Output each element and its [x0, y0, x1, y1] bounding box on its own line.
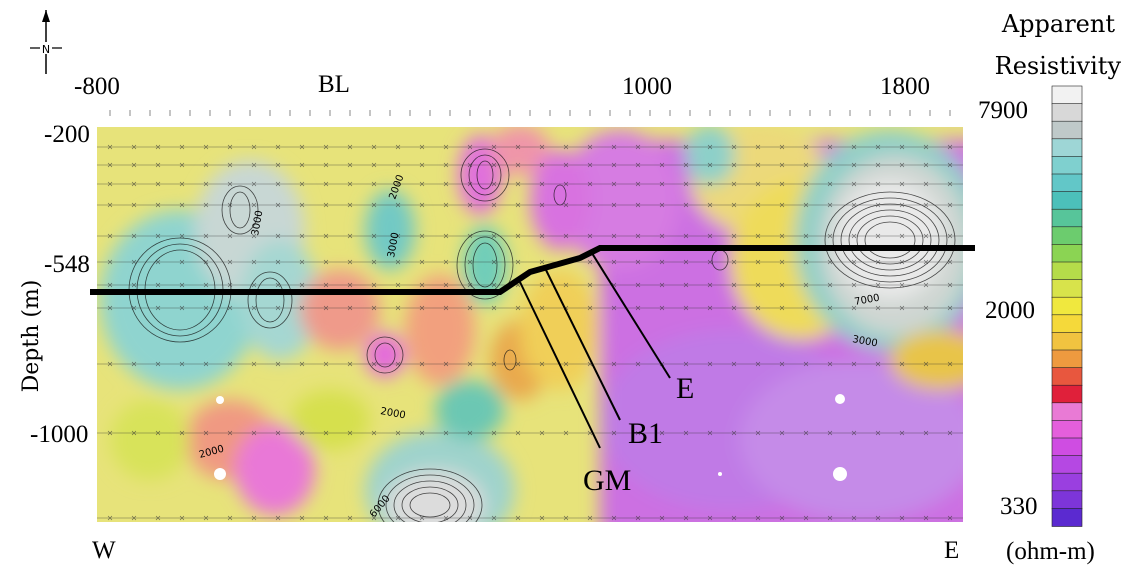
colorbar-swatch	[1051, 314, 1083, 334]
colorbar-swatch	[1051, 332, 1083, 351]
colorbar-swatch	[1051, 156, 1083, 175]
colorbar-swatch	[1051, 402, 1083, 422]
colorbar-swatch	[1051, 420, 1083, 439]
colorbar-swatch	[1051, 349, 1083, 369]
fault-line-b1	[544, 267, 621, 421]
x-tick-label: 1000	[622, 73, 672, 100]
colorbar-swatch	[1051, 296, 1083, 316]
direction-east-label: E	[944, 537, 960, 564]
contour-label: 2000	[379, 406, 406, 421]
colorbar-unit: (ohm-m)	[1006, 538, 1095, 565]
svg-text:N: N	[42, 43, 50, 56]
colorbar-swatch	[1051, 472, 1083, 492]
colorbar-swatch	[1051, 279, 1083, 299]
direction-west-label: W	[92, 537, 116, 564]
colorbar-swatch	[1051, 384, 1083, 404]
colorbar-swatch	[1051, 508, 1083, 527]
fault-line-e	[589, 249, 671, 379]
y-tick-label: -548	[44, 251, 90, 278]
colorbar-swatch	[1051, 455, 1083, 475]
contour-label: 3000	[386, 232, 401, 259]
x-tick-label: BL	[318, 71, 350, 98]
colorbar-tick-label: 330	[1000, 493, 1038, 520]
colorbar-swatch	[1051, 138, 1083, 158]
colorbar-swatch	[1051, 244, 1083, 263]
annotation-b1: B1	[628, 417, 663, 450]
colorbar-swatch	[1051, 173, 1083, 193]
colorbar-swatch	[1051, 261, 1083, 281]
colorbar-swatch	[1051, 208, 1083, 228]
colorbar-title-line1: Apparent	[1001, 10, 1115, 38]
colorbar	[1051, 85, 1083, 527]
x-tick-label: 1800	[880, 73, 930, 100]
colorbar-swatch	[1051, 367, 1083, 387]
contour-label: 3000	[250, 210, 265, 237]
colorbar-swatch	[1051, 490, 1083, 510]
y-tick-label: -1000	[30, 421, 89, 448]
contour-label: 3000	[851, 334, 878, 349]
horizon-line	[90, 245, 975, 295]
colorbar-title-line2: Resistivity	[994, 52, 1121, 80]
annotation-gm: GM	[583, 464, 631, 497]
colorbar-swatch	[1051, 120, 1083, 140]
colorbar-swatch	[1051, 85, 1083, 105]
north-arrow-icon: N	[30, 10, 62, 74]
y-tick-label: -200	[44, 121, 90, 148]
colorbar-swatch	[1051, 191, 1083, 210]
contour-label: 7000	[854, 293, 881, 308]
colorbar-swatch	[1051, 103, 1083, 123]
colorbar-tick-label: 2000	[985, 297, 1035, 324]
fault-line-gm	[519, 281, 601, 449]
x-tick-label: -800	[74, 73, 120, 100]
colorbar-tick-label: 7900	[978, 97, 1028, 124]
colorbar-swatch	[1051, 226, 1083, 246]
annotation-e: E	[676, 372, 694, 405]
colorbar-swatch	[1051, 437, 1083, 457]
